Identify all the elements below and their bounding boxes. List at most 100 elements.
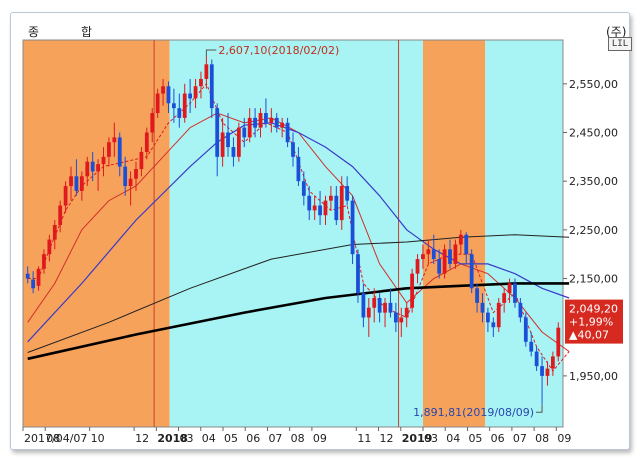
candle-body <box>442 249 447 274</box>
price-tag-line-0: 2,049,20 <box>569 303 618 316</box>
period-band-0 <box>23 40 170 427</box>
x-tick-label: 10 <box>91 432 105 445</box>
candle <box>47 234 52 262</box>
candle <box>90 151 95 182</box>
candle-body <box>453 244 458 264</box>
candle-body <box>372 298 377 308</box>
candle-body <box>334 195 339 221</box>
candle-body <box>85 161 90 177</box>
candle <box>334 186 339 225</box>
candle-body <box>404 307 409 318</box>
candle <box>85 156 90 187</box>
candle-body <box>469 254 474 289</box>
period-band-2 <box>423 40 486 427</box>
scale-toggle-button[interactable]: LIL <box>608 37 632 51</box>
candle-body <box>426 249 431 255</box>
x-tick-label: 12 <box>135 432 149 445</box>
x-tick-label: 11 <box>357 432 371 445</box>
candle <box>63 181 68 213</box>
candle-body <box>96 164 100 172</box>
candle <box>215 103 220 177</box>
candle <box>199 71 203 99</box>
candle <box>540 356 544 405</box>
x-tick-label: 2019 <box>402 432 433 445</box>
candle-body <box>399 317 404 323</box>
candle <box>220 117 225 167</box>
candle <box>107 137 111 167</box>
candle <box>69 166 73 201</box>
x-tick-label: 04 <box>202 432 216 445</box>
x-tick-label: 03 <box>180 432 194 445</box>
candle <box>182 83 187 123</box>
candle <box>161 78 165 106</box>
moving-average-ma200 <box>27 282 570 361</box>
candle <box>523 312 528 347</box>
candle <box>204 56 209 89</box>
candle <box>25 266 30 284</box>
candle-body <box>79 176 84 191</box>
candle <box>123 156 128 196</box>
candle-body <box>182 93 187 118</box>
candle-body <box>128 178 133 187</box>
candle-body <box>134 169 138 179</box>
candle-body <box>458 234 463 245</box>
candle <box>36 266 41 291</box>
low-marker <box>536 404 543 413</box>
candle <box>453 239 458 269</box>
candle <box>166 81 171 114</box>
candle <box>171 88 176 123</box>
candle <box>491 317 496 337</box>
candle-body <box>215 108 220 157</box>
candle <box>42 249 46 274</box>
x-tick-label: 03 <box>424 432 438 445</box>
unit-label: (주) <box>606 25 627 39</box>
plot-border <box>22 39 564 428</box>
candle-body <box>377 298 382 313</box>
candle-body <box>101 156 106 165</box>
candle <box>437 249 442 279</box>
high-annotation: 2,607,10(2018/02/02) <box>218 44 339 57</box>
candle <box>415 254 420 284</box>
price-tag-line-2: ▲40,07 <box>569 329 609 342</box>
candle-body <box>199 78 203 87</box>
candle <box>513 278 517 308</box>
candle <box>410 268 415 313</box>
candle <box>52 220 57 250</box>
candle <box>404 302 409 328</box>
candle <box>377 293 382 323</box>
candle-body <box>329 195 333 201</box>
candle-body <box>556 327 561 357</box>
x-tick-label: 06 <box>491 432 505 445</box>
x-tick-label: 04 <box>446 432 460 445</box>
candle <box>345 176 350 206</box>
x-tick-label: 09 <box>557 432 571 445</box>
candle <box>274 113 279 133</box>
candle <box>550 351 555 376</box>
candle <box>112 122 117 157</box>
candle-body <box>296 156 301 182</box>
moving-average-ma60 <box>27 122 570 343</box>
candle <box>431 234 436 264</box>
candle <box>393 302 398 333</box>
candle <box>350 195 355 264</box>
candle-body <box>36 268 41 286</box>
candle-body <box>383 302 387 313</box>
candle <box>58 200 63 233</box>
candle-body <box>486 312 490 323</box>
high-marker <box>205 49 217 57</box>
candle-body <box>280 122 285 128</box>
candle <box>361 283 366 328</box>
candle <box>329 186 333 211</box>
candle <box>139 147 144 177</box>
candle <box>188 78 193 114</box>
candle <box>155 88 160 118</box>
candle <box>366 298 371 337</box>
stock-chart[interactable]: 2,607,10(2018/02/02) 1,891,81(2019/08/09)… <box>11 13 629 449</box>
candle <box>486 307 490 333</box>
candle <box>448 239 452 269</box>
chart-window: 종 합 (주) LIL 2,607,10(2018/02/02) 1,891,81… <box>10 12 632 450</box>
candle <box>518 298 523 323</box>
candle-body <box>90 161 95 172</box>
candle <box>193 78 198 109</box>
candle <box>291 132 295 167</box>
